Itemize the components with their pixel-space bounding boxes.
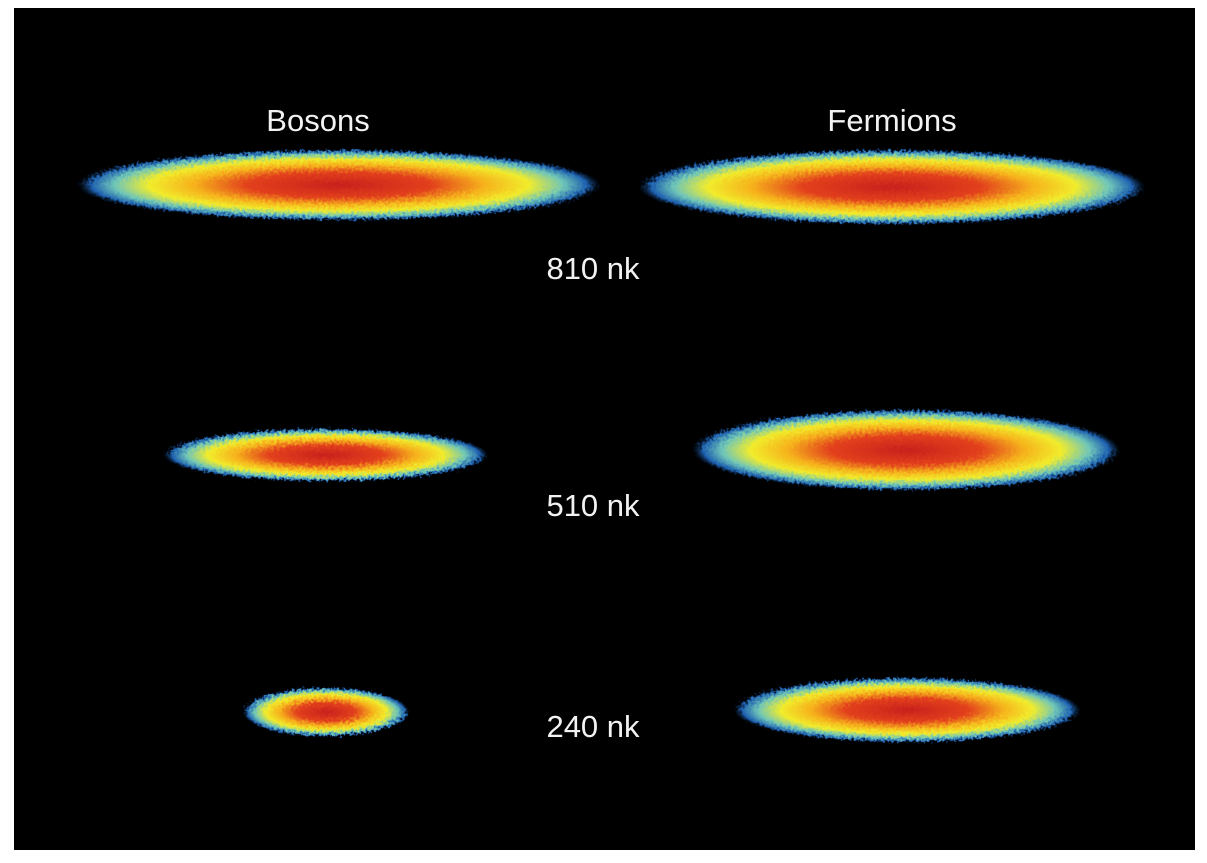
temperature-label: 240 nk: [546, 709, 640, 744]
cloud: [75, 149, 603, 221]
page: Bosons Fermions 810 nk 510 nk 240 nk (()…: [0, 0, 1207, 863]
column-label: Fermions: [827, 103, 956, 138]
cloud: [242, 687, 410, 737]
temperature-label: 810 nk: [546, 251, 640, 286]
column-label: Bosons: [266, 103, 369, 138]
cloud: [162, 428, 490, 482]
cloud: [732, 677, 1082, 743]
image: Bosons Fermions 810 nk 510 nk 240 nk: [0, 0, 1207, 863]
cloud: [690, 409, 1122, 491]
cloud: [636, 149, 1148, 225]
temperature-label: 510 nk: [546, 488, 640, 523]
